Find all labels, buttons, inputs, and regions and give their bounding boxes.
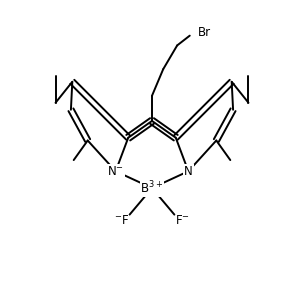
Text: F$^{-}$: F$^{-}$ <box>175 214 190 227</box>
Text: N: N <box>184 165 193 178</box>
Text: $^{-}$F: $^{-}$F <box>114 214 129 227</box>
Text: B$^{3+}$: B$^{3+}$ <box>140 180 164 196</box>
Text: Br: Br <box>198 26 211 39</box>
Text: N$^{-}$: N$^{-}$ <box>107 165 124 178</box>
